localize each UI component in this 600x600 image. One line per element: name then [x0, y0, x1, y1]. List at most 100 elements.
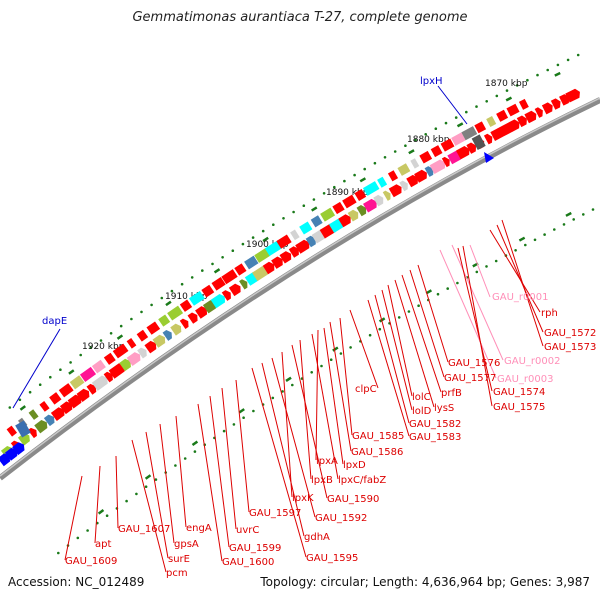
major-tick [311, 206, 318, 212]
major-tick [68, 369, 75, 375]
major-tick [332, 346, 339, 352]
ruler-dot [160, 296, 164, 300]
major-tick [165, 300, 172, 307]
gene-track-outer [0, 88, 580, 467]
ruler-dot [368, 333, 372, 337]
ruler-dot [339, 352, 343, 355]
gene-feature [455, 146, 470, 160]
gene-feature [541, 102, 553, 115]
gene-feature [290, 229, 300, 241]
ruler-dot [174, 464, 177, 467]
leader-line [281, 351, 293, 498]
gene-feature [279, 251, 292, 264]
gene-feature [262, 261, 275, 275]
gene-label: lpxC/fabZ [338, 475, 386, 486]
leader-line [64, 475, 83, 561]
lpxH-leader [437, 85, 468, 125]
ruler-dot [105, 514, 109, 517]
leader-line [387, 284, 413, 397]
gene-feature [49, 392, 62, 405]
gene-feature [264, 240, 282, 257]
ruler-dot [8, 406, 12, 409]
gene-feature [103, 371, 113, 383]
ruler-dot [322, 192, 326, 195]
gene-feature [43, 414, 55, 427]
gene-label: lpxK [292, 493, 314, 504]
ruler-dot [291, 383, 294, 387]
ruler-dot [150, 303, 153, 307]
label-leader-lines [64, 219, 544, 573]
ruler-dot [514, 249, 517, 252]
leader-line [323, 327, 344, 465]
gene-feature [76, 388, 90, 402]
gene-label: rph [541, 308, 558, 319]
gene-feature [461, 126, 478, 141]
ruler-dot [475, 270, 479, 274]
ruler-dot [109, 332, 113, 335]
gene-feature [271, 256, 283, 269]
gene-label: GAU_1577 [444, 373, 496, 384]
gene-label-dapE: dapE [42, 316, 67, 327]
gene-feature [486, 115, 497, 128]
ruler-dot [251, 236, 255, 239]
gene-feature-blue [0, 453, 11, 467]
ruler-dot [59, 368, 62, 372]
leader-line [374, 294, 410, 424]
gene-feature [440, 138, 455, 152]
gene-feature [50, 407, 65, 421]
ruler-dot [404, 144, 407, 147]
scale-label-1870: 1870 kbp [485, 79, 528, 89]
ruler-dot [444, 121, 448, 125]
leader-line [261, 362, 305, 537]
gene-label: GAU_1599 [229, 543, 281, 554]
gene-dapE-block [15, 420, 31, 438]
ruler-dot [221, 255, 224, 259]
leader-line [349, 309, 379, 389]
ruler-dot [485, 265, 488, 268]
leader-line [299, 339, 312, 480]
gene-label: clpC [355, 384, 377, 395]
gene-feature [28, 409, 39, 420]
ruler-dot [566, 58, 570, 62]
gene-feature [295, 239, 310, 254]
ruler-dot [417, 304, 420, 308]
gene-feature [382, 190, 391, 201]
major-tick [554, 71, 561, 77]
leader-line [315, 329, 319, 461]
gene-feature [244, 255, 259, 270]
ruler-dot [28, 390, 32, 394]
leader-line [197, 403, 223, 562]
ruler-dot [154, 478, 158, 481]
gene-feature [424, 166, 434, 177]
gene-feature [524, 110, 537, 124]
leader-line [381, 289, 413, 411]
ruler-dot [353, 173, 356, 177]
major-tick [359, 177, 367, 183]
gene-labels: rph GAU_1572 GAU_1573 GAU_r0001 GAU_r000… [42, 76, 596, 579]
gene-feature [103, 352, 116, 365]
gene-feature [136, 329, 149, 342]
leader-line [409, 269, 445, 378]
gene-feature [497, 123, 513, 138]
gene-label: lolC [412, 392, 431, 403]
major-tick [213, 268, 221, 274]
ruler-dot [349, 346, 352, 349]
gene-feature [112, 343, 129, 359]
gene-feature [550, 98, 561, 110]
ruler-dot [378, 327, 382, 331]
ruler-dot [333, 185, 336, 189]
scale-label-1880: 1880 kbp [407, 135, 450, 145]
gene-lpxH-arrow [484, 152, 494, 163]
ruler-dot [201, 269, 204, 272]
gene-feature [27, 427, 37, 439]
gene-feature [534, 107, 543, 118]
leader-line [496, 224, 544, 333]
ruler-dot [231, 249, 235, 252]
gene-label: GAU_1574 [493, 387, 545, 398]
dapE-leader [12, 328, 61, 409]
ruler-dot [533, 238, 537, 242]
leader-line [339, 317, 353, 436]
ruler-dot [446, 287, 450, 290]
gene-feature [518, 98, 529, 110]
